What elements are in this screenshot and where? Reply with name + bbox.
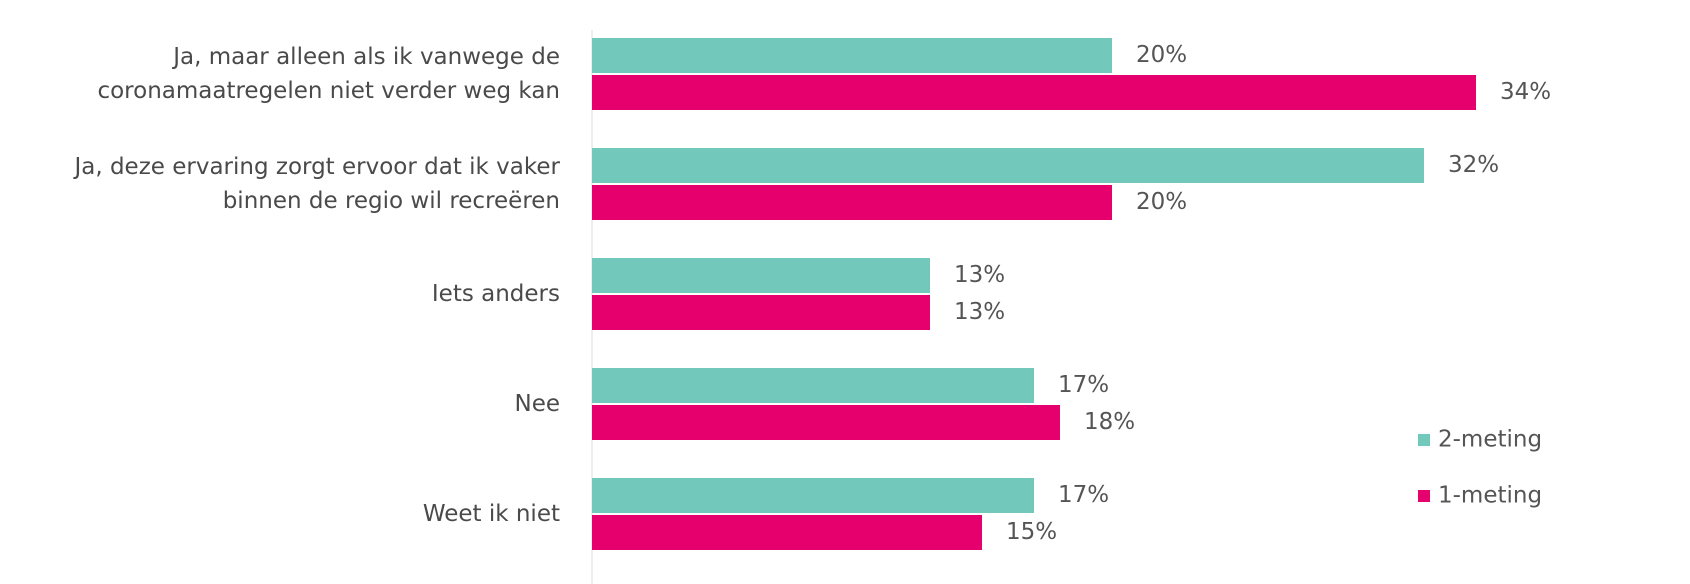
bar: [592, 368, 1034, 403]
value-label: 17%: [1058, 482, 1109, 508]
category-label: Ja, deze ervaring zorgt ervoor dat ik va…: [74, 154, 560, 214]
legend-label: 1-meting: [1438, 483, 1542, 509]
category-label: Weet ik niet: [422, 501, 560, 527]
value-label: 34%: [1500, 79, 1551, 105]
bar: [592, 185, 1112, 220]
bar: [592, 148, 1424, 183]
value-label: 20%: [1136, 189, 1187, 215]
bar: [592, 38, 1112, 73]
value-label: 18%: [1084, 409, 1135, 435]
value-label: 20%: [1136, 42, 1187, 68]
bar: [592, 515, 982, 550]
bar: [592, 295, 930, 330]
value-label: 15%: [1006, 519, 1057, 545]
category-label: Iets anders: [431, 281, 560, 307]
value-label: 32%: [1448, 152, 1499, 178]
bar: [592, 258, 930, 293]
value-label: 13%: [954, 299, 1005, 325]
value-label: 13%: [954, 262, 1005, 288]
bar: [592, 405, 1060, 440]
legend-label: 2-meting: [1438, 427, 1542, 453]
value-label: 17%: [1058, 372, 1109, 398]
bar: [592, 75, 1476, 110]
category-label: Nee: [514, 391, 560, 417]
legend-swatch: [1418, 490, 1430, 502]
legend-swatch: [1418, 434, 1430, 446]
bar: [592, 478, 1034, 513]
category-label: Ja, maar alleen als ik vanwege de corona…: [97, 44, 560, 104]
